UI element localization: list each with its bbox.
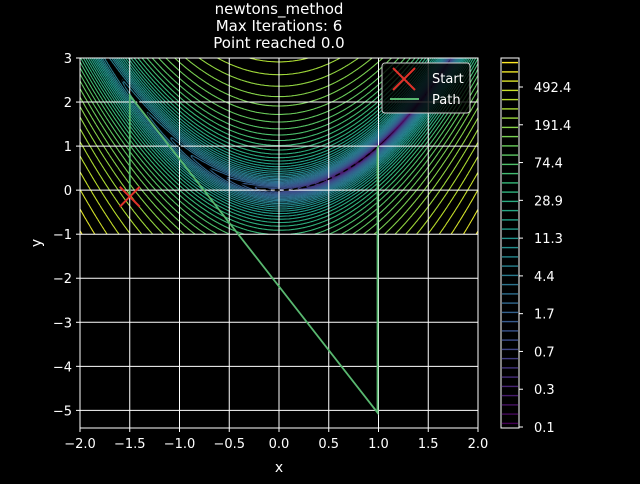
- y-tick-label-4: −1: [53, 228, 72, 243]
- colorbar-tick-label-1: 191.4: [534, 119, 571, 134]
- path-point-3: [376, 147, 379, 150]
- colorbar-tick-label-5: 4.4: [534, 270, 555, 285]
- colorbar-tick-label-9: 0.1: [534, 421, 555, 436]
- colorbar: 492.4 191.4 74.4 28.9 11.3 4.4 1.7 0.7 0.3 0.1: [500, 57, 571, 436]
- legend-path-label: Path: [432, 93, 461, 108]
- path-point-5: [377, 145, 380, 147]
- valley-dashes: [105, 58, 379, 191]
- x-axis-ticks: −2.0 −1.5 −1.0 −0.5 0.0 0.5 1.0 1.5 2.0: [64, 428, 488, 452]
- y-tick-label-0: 3: [64, 52, 72, 67]
- x-tick-label-8: 2.0: [468, 437, 489, 452]
- contour-level-39: [80, 58, 478, 235]
- y-tick-label-8: −5: [53, 404, 72, 419]
- colorbar-tick-label-3: 28.9: [534, 194, 563, 209]
- path-point-2: [376, 411, 379, 414]
- path-series: [105, 58, 380, 416]
- contour-level-33: [80, 58, 478, 235]
- x-tick-label-2: −1.0: [164, 437, 196, 452]
- start-marker: [119, 186, 141, 208]
- legend-start-marker: [392, 67, 416, 91]
- colorbar-tick-label-8: 0.3: [534, 383, 555, 398]
- chart-title-line-1: newtons_method: [215, 0, 344, 19]
- x-tick-label-5: 0.5: [318, 437, 339, 452]
- contour-level-40: [80, 58, 478, 235]
- y-axis-ticks: 3 2 1 0 −1 −2 −3 −4 −5: [53, 52, 80, 419]
- x-tick-label-3: −0.5: [213, 437, 245, 452]
- y-tick-label-1: 2: [64, 96, 72, 111]
- y-tick-label-5: −2: [53, 272, 72, 287]
- y-tick-label-2: 1: [64, 140, 72, 155]
- colorbar-tick-label-0: 492.4: [534, 81, 571, 96]
- chart-title-line-2: Max Iterations: 6: [216, 17, 343, 35]
- colorbar-tick-label-7: 0.7: [534, 345, 555, 360]
- chart-title-line-3: Point reached 0.0: [213, 34, 344, 52]
- y-axis-label: y: [29, 239, 45, 247]
- colorbar-tick-label-4: 11.3: [534, 232, 563, 247]
- legend: Start Path: [381, 62, 471, 114]
- y-tick-label-6: −3: [53, 316, 72, 331]
- y-tick-label-3: 0: [64, 184, 72, 199]
- x-tick-label-4: 0.0: [269, 437, 290, 452]
- x-tick-label-1: −1.5: [114, 437, 146, 452]
- x-axis-label: x: [275, 460, 283, 476]
- colorbar-tick-label-6: 1.7: [534, 308, 555, 323]
- y-tick-label-7: −4: [53, 360, 72, 375]
- colorbar-frame: [500, 57, 520, 429]
- x-tick-label-0: −2.0: [64, 437, 96, 452]
- colorbar-tick-label-2: 74.4: [534, 157, 563, 172]
- legend-box: [381, 62, 471, 114]
- x-tick-label-7: 1.5: [418, 437, 439, 452]
- x-tick-label-6: 1.0: [368, 437, 389, 452]
- path-point-1: [128, 94, 131, 97]
- legend-start-label: Start: [432, 72, 464, 87]
